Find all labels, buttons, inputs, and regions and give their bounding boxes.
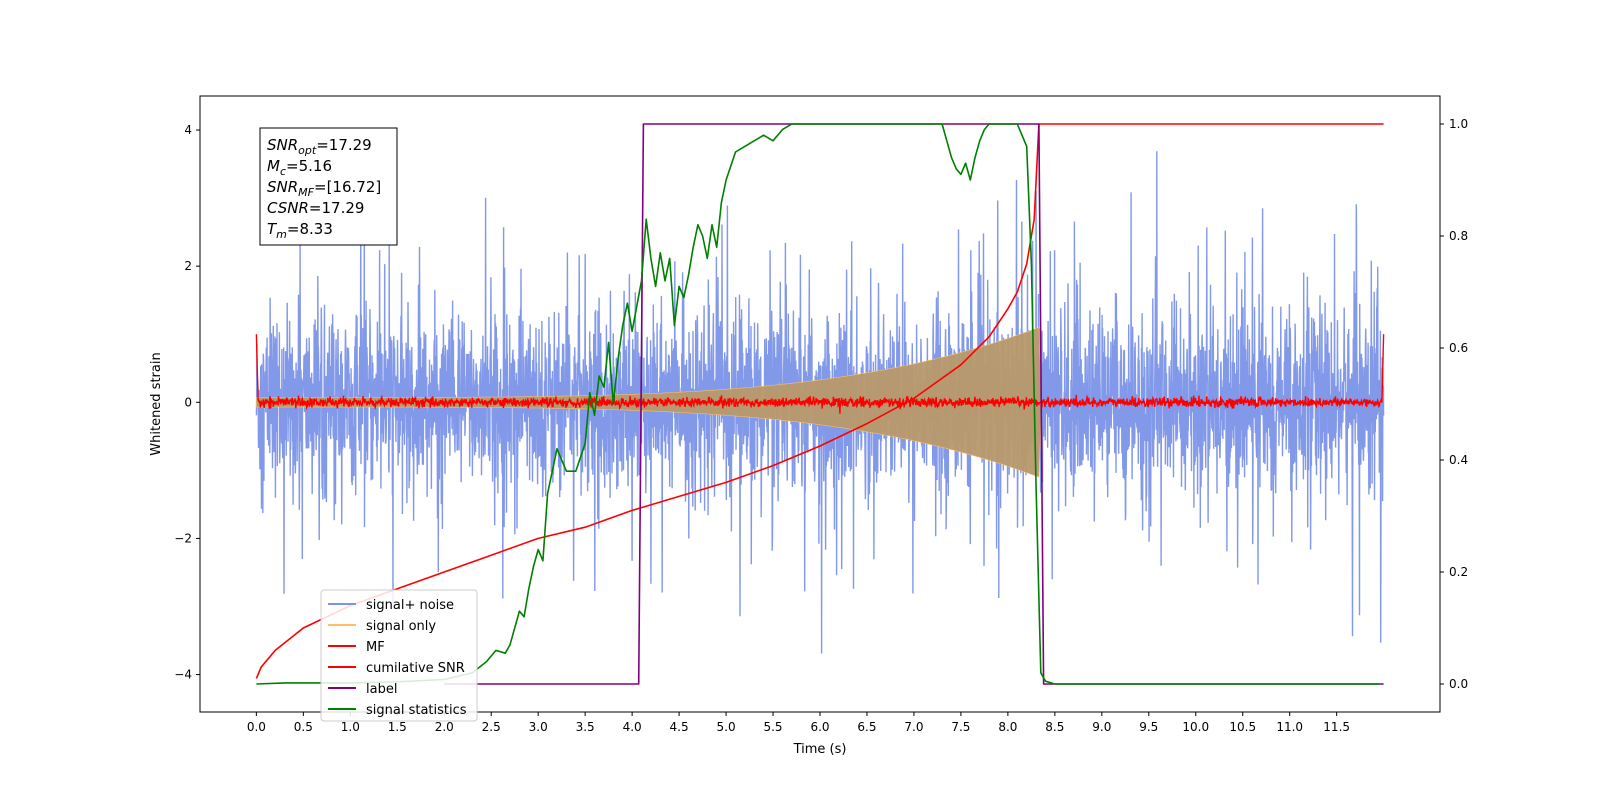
x-tick-label: 2.5 [482,720,501,734]
legend-label: signal statistics [366,703,467,718]
x-tick-label: 0.5 [294,720,313,734]
x-axis-label: Time (s) [793,742,847,757]
legend-frame [320,589,478,722]
x-tick-label: 8.0 [998,720,1017,734]
x-tick-label: 6.0 [810,720,829,734]
annotation-line: CSNR=17.29 [267,199,364,217]
legend-label: signal only [366,619,436,634]
legend-label: label [366,682,397,697]
annotation-line: Mc=5.16 [267,157,332,178]
x-axis-ticks: 0.0 0.5 1.0 1.5 2.0 2.5 3.0 3.5 4.0 4.5 5.0 5.5 6.0 6… [247,712,1350,734]
annotation-box: SNRopt=17.29Mc=5.16SNRMF=[16.72]CSNR=17.… [259,127,398,246]
annotation-line: Tm=8.33 [267,220,333,241]
x-tick-label: 2.0 [435,720,454,734]
x-tick-label: 4.0 [623,720,642,734]
series-mf [255,334,1385,414]
x-tick-label: 1.5 [388,720,407,734]
left-y-tick-label: 0 [184,395,192,409]
x-tick-label: 7.0 [904,720,923,734]
x-tick-label: 10.0 [1182,720,1209,734]
x-tick-label: 5.5 [763,720,782,734]
left-y-tick-label: −2 [174,531,192,545]
x-tick-label: 11.0 [1276,720,1303,734]
x-tick-label: 1.0 [341,720,360,734]
legend-label: signal+ noise [366,598,454,613]
left-y-tick-label: −4 [174,668,192,682]
right-y-tick-label: 0.8 [1449,229,1468,243]
x-tick-label: 3.5 [576,720,595,734]
y-axis-label: Whitened strain [149,352,164,455]
x-tick-label: 3.0 [529,720,548,734]
left-y-tick-label: 2 [184,259,192,273]
legend-label: cumilative SNR [366,661,465,676]
x-tick-label: 9.5 [1139,720,1158,734]
legend: signal+ noise signal only MF cumilative SNR… [320,589,478,722]
x-tick-label: 0.0 [247,720,266,734]
left-y-axis-ticks: −4 −2 0 2 4 [174,123,200,682]
right-y-tick-label: 0.6 [1449,341,1468,355]
right-y-axis-ticks: 0.0 0.2 0.4 0.6 0.8 1.0 [1440,117,1468,691]
x-tick-label: 7.5 [951,720,970,734]
left-y-tick-label: 4 [184,123,192,137]
x-tick-label: 6.5 [857,720,876,734]
legend-label: MF [366,640,385,655]
right-y-tick-label: 0.2 [1449,565,1468,579]
right-y-tick-label: 1.0 [1449,117,1468,131]
x-tick-label: 10.5 [1229,720,1256,734]
x-tick-label: 11.5 [1323,720,1350,734]
x-tick-label: 5.0 [717,720,736,734]
right-y-tick-label: 0.0 [1449,677,1468,691]
annotation-frame [259,127,398,246]
x-tick-label: 4.5 [670,720,689,734]
right-y-tick-label: 0.4 [1449,453,1468,467]
series-signal-statistics [256,123,1379,685]
annotation-line: SNRMF=[16.72] [267,178,381,199]
annotation-line: SNRopt=17.29 [267,136,372,157]
x-tick-label: 8.5 [1045,720,1064,734]
x-tick-label: 9.0 [1092,720,1111,734]
